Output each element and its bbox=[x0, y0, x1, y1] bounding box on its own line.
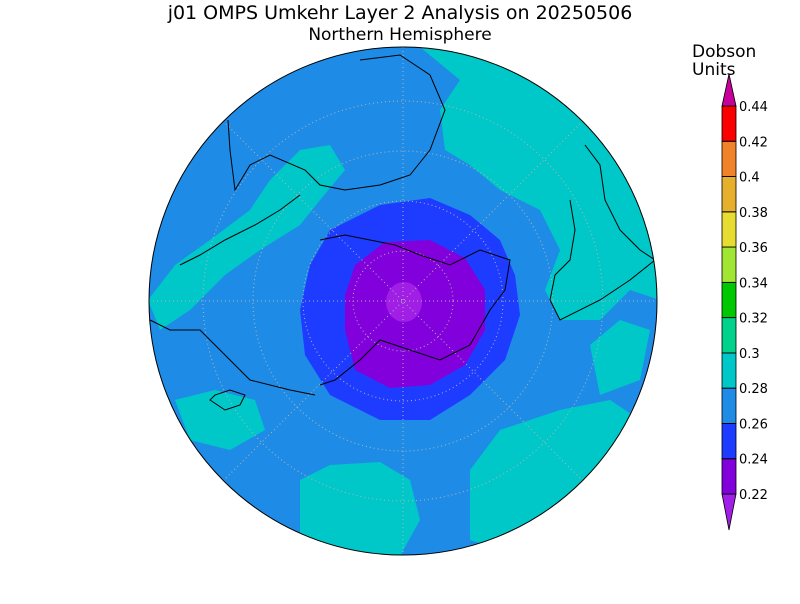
colorbar-tick-label: 0.3 bbox=[739, 347, 760, 362]
colorbar-label: Dobson bbox=[692, 42, 756, 62]
colorbar-label: Units bbox=[692, 60, 736, 80]
coastlines bbox=[149, 54, 656, 411]
colorbar-band bbox=[721, 176, 737, 213]
subtitle: Northern Hemisphere bbox=[308, 25, 491, 45]
colorbar-band bbox=[721, 387, 737, 424]
map bbox=[149, 47, 657, 555]
title: j01 OMPS Umkehr Layer 2 Analysis on 2025… bbox=[167, 2, 633, 24]
field-region bbox=[149, 145, 345, 330]
graticule bbox=[149, 47, 657, 555]
colorbar-tick-label: 0.36 bbox=[739, 241, 768, 256]
colorbar-extension bbox=[721, 493, 737, 531]
field-region bbox=[386, 282, 422, 322]
colorbar-band bbox=[721, 423, 737, 460]
colorbar-tick-label: 0.28 bbox=[739, 382, 768, 397]
colorbar-tick-label: 0.24 bbox=[739, 453, 768, 468]
field-region bbox=[175, 390, 265, 450]
colorbar-tick-label: 0.4 bbox=[739, 171, 760, 186]
colorbar-tick-label: 0.42 bbox=[739, 135, 768, 150]
map-border bbox=[148, 46, 658, 556]
colorbar-band bbox=[721, 211, 737, 248]
colorbar-band bbox=[721, 352, 737, 389]
colorbar-band bbox=[721, 246, 737, 283]
colorbar-band bbox=[721, 317, 737, 354]
colorbar-band bbox=[721, 458, 737, 495]
colorbar: 0.22 0.24 0.26 0.28 0.3 0.32 0.34 0.36 0.38 0.4 0.… bbox=[721, 73, 768, 531]
colorbar-band bbox=[721, 105, 737, 142]
field-region bbox=[300, 462, 420, 555]
colorbar-tick-label: 0.22 bbox=[739, 488, 768, 503]
colorbar-tick-label: 0.32 bbox=[739, 312, 768, 327]
colorbar-tick-label: 0.44 bbox=[739, 100, 768, 115]
colorbar-band bbox=[721, 281, 737, 319]
field-region bbox=[590, 320, 650, 395]
colorbar-band bbox=[721, 140, 737, 177]
colorbar-tick-label: 0.26 bbox=[739, 417, 768, 432]
colorbar-tick-label: 0.38 bbox=[739, 206, 768, 221]
colorbar-tick-label: 0.34 bbox=[739, 276, 768, 291]
